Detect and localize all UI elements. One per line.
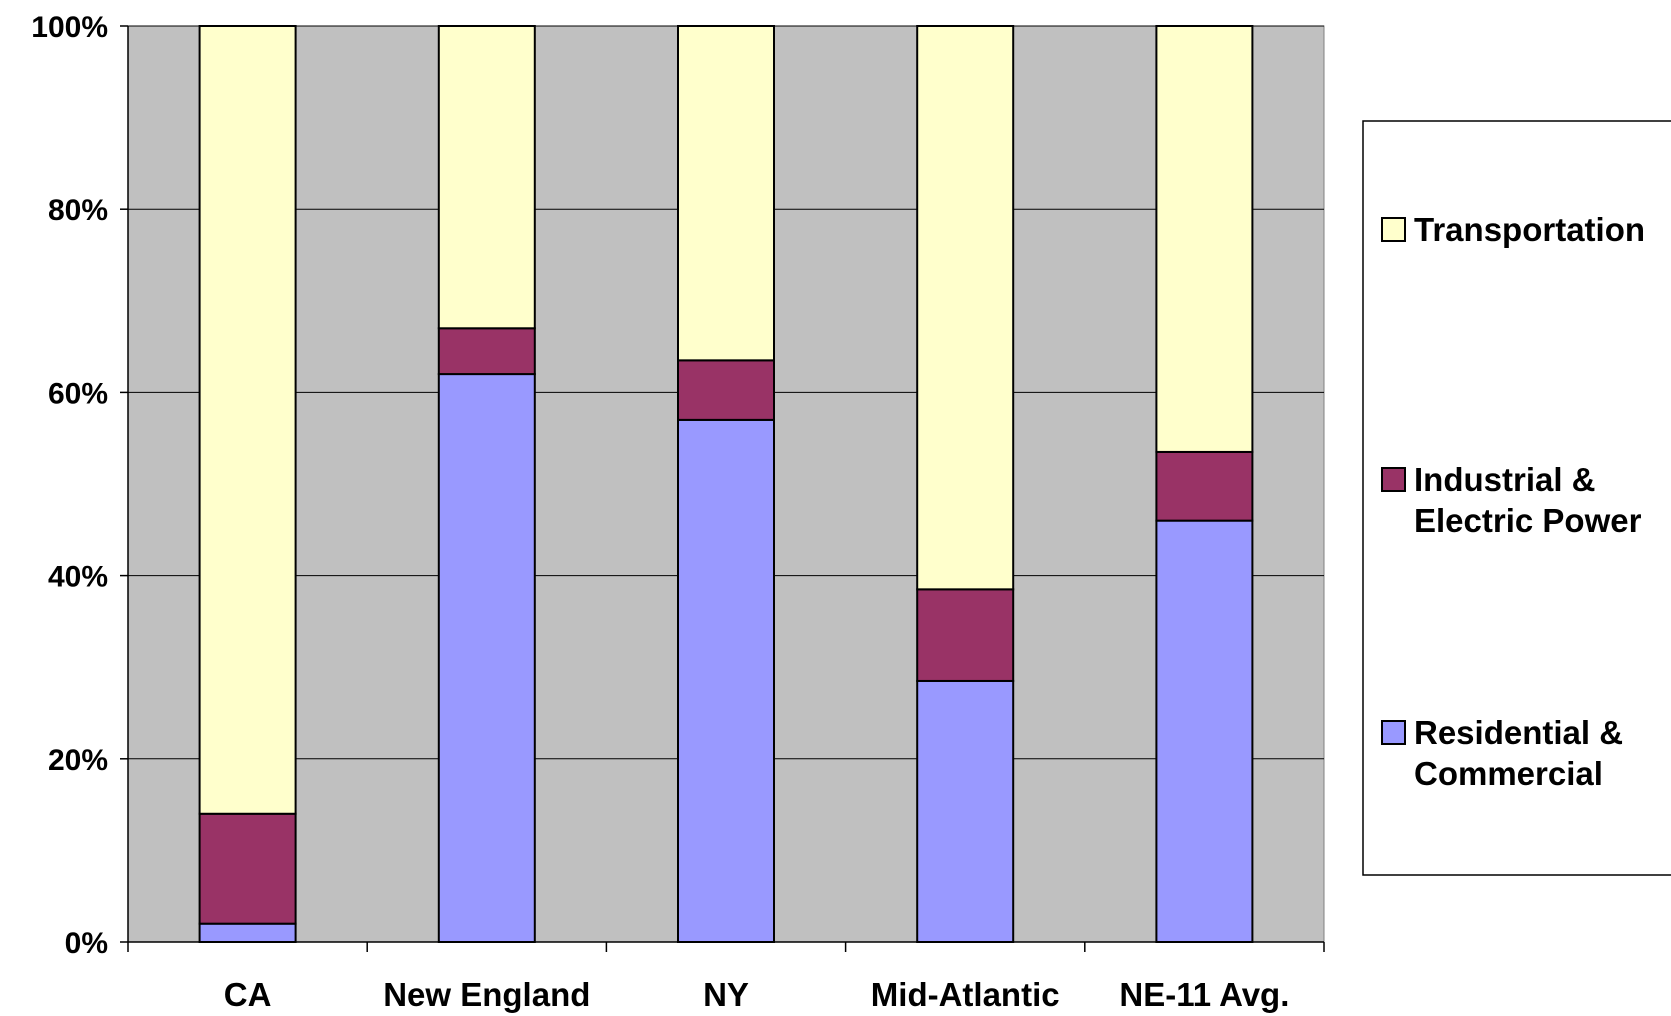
y-tick-label: 100% bbox=[31, 11, 108, 44]
x-tick-label: New England bbox=[383, 976, 590, 1013]
x-tick-label: NE-11 Avg. bbox=[1119, 976, 1289, 1013]
y-tick-label: 60% bbox=[48, 377, 108, 410]
bar-segment-0-2 bbox=[198, 25, 297, 815]
bar-segment-2-1 bbox=[677, 359, 775, 421]
legend-swatch bbox=[1381, 467, 1406, 492]
legend-items: Transportation Industrial & Electric Power… bbox=[1381, 211, 1645, 792]
legend-label: Industrial & bbox=[1414, 461, 1596, 498]
x-tick-label: Mid-Atlantic bbox=[871, 976, 1060, 1013]
legend-label: Electric Power bbox=[1414, 502, 1642, 539]
x-tick-label: NY bbox=[703, 976, 749, 1013]
legend-box bbox=[1362, 120, 1671, 876]
bar-segment-4-2 bbox=[1155, 25, 1254, 453]
bar-segment-1-2 bbox=[437, 25, 536, 330]
bar-segment-0-1 bbox=[198, 812, 297, 925]
y-axis-ticks: 0% 20% 40% 60% 80% 100% bbox=[31, 11, 128, 960]
bar-segment-2-2 bbox=[677, 25, 775, 362]
legend-swatch bbox=[1381, 217, 1406, 242]
bar-segment-3-2 bbox=[916, 25, 1015, 591]
x-tick-label: CA bbox=[224, 976, 272, 1013]
y-tick-label: 40% bbox=[48, 561, 108, 594]
legend-label: Residential & bbox=[1414, 714, 1623, 751]
bar-segment-3-1 bbox=[916, 588, 1015, 682]
legend: Transportation Industrial & Electric Power… bbox=[1362, 120, 1671, 876]
legend-label: Commercial bbox=[1414, 755, 1603, 792]
y-tick-label: 80% bbox=[48, 194, 108, 227]
y-tick-label: 0% bbox=[65, 927, 108, 960]
bar-segment-0-0 bbox=[198, 922, 297, 943]
bar-segment-1-1 bbox=[437, 327, 536, 376]
bar-segment-4-0 bbox=[1155, 519, 1254, 943]
legend-swatch bbox=[1381, 720, 1406, 745]
bar-segment-1-0 bbox=[437, 373, 536, 943]
x-axis-labels: CA New England NY Mid-Atlantic NE-11 Avg. bbox=[224, 976, 1290, 1013]
axes bbox=[127, 26, 1325, 952]
y-tick-label: 20% bbox=[48, 744, 108, 777]
bars bbox=[198, 25, 1254, 943]
bar-segment-4-1 bbox=[1155, 450, 1254, 522]
bar-segment-2-0 bbox=[677, 418, 775, 943]
bar-segment-3-0 bbox=[916, 679, 1015, 943]
legend-label: Transportation bbox=[1414, 211, 1645, 248]
